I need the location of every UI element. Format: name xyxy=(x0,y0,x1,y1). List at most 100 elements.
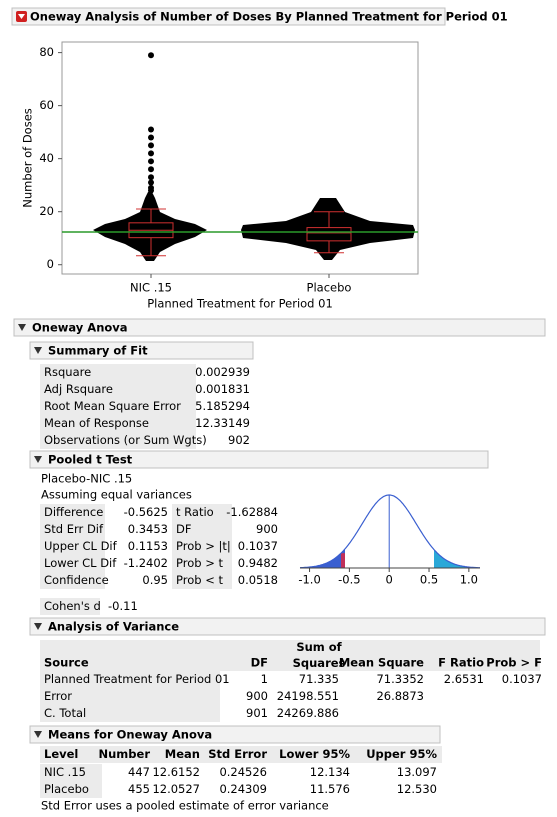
disclosure-icon[interactable] xyxy=(34,456,42,463)
disclosure-icon[interactable] xyxy=(18,324,26,331)
label-cell xyxy=(40,415,196,432)
label-cell xyxy=(40,572,105,589)
fit-value: 0.001831 xyxy=(195,382,250,396)
label-cell xyxy=(40,381,196,398)
outlier xyxy=(326,203,332,210)
section-header xyxy=(29,725,441,744)
y-tick-label: 60 xyxy=(39,98,54,112)
fit-label: Rsquare xyxy=(44,365,91,379)
left-tail xyxy=(300,548,345,568)
column-header: Mean Square xyxy=(339,656,424,670)
outlier xyxy=(148,150,154,157)
label-cell xyxy=(172,504,232,521)
t-label: Lower CL Dif xyxy=(44,556,117,570)
t-label: Std Err Dif xyxy=(44,522,104,536)
outlier xyxy=(148,198,154,205)
section-header xyxy=(29,617,546,636)
section-title: Pooled t Test xyxy=(48,453,133,467)
section-title: Analysis of Variance xyxy=(48,620,179,634)
y-tick-label: 80 xyxy=(39,45,54,59)
swarm-points xyxy=(93,192,207,261)
t-tick-label: 0.5 xyxy=(420,573,438,587)
section-title: Means for Oneway Anova xyxy=(48,728,212,742)
swarm-points xyxy=(241,198,415,260)
anova-value: 24269.886 xyxy=(277,706,339,720)
t-label: Upper CL Dif xyxy=(44,539,118,553)
disclosure-icon[interactable] xyxy=(34,623,42,630)
t-label: Confidence xyxy=(44,573,109,587)
outlier xyxy=(148,134,154,141)
x-tick-label: NIC .15 xyxy=(130,281,172,295)
label-cell xyxy=(40,688,220,705)
t-label: Prob < t xyxy=(176,573,223,587)
label-cell xyxy=(40,432,196,449)
column-header: DF xyxy=(251,656,268,670)
anova-value: 71.335 xyxy=(299,672,339,686)
fit-value: 12.33149 xyxy=(195,416,250,430)
column-header: F Ratio xyxy=(438,656,484,670)
label-cell xyxy=(40,781,102,798)
y-tick-label: 20 xyxy=(39,204,54,218)
t-label: Difference xyxy=(44,505,103,519)
column-header: Lower 95% xyxy=(279,747,350,761)
t-value: 0.9482 xyxy=(238,556,278,570)
fit-value: 5.185294 xyxy=(195,399,250,413)
t-value: -0.5625 xyxy=(124,505,168,519)
cohens-d-label: Cohen's d xyxy=(44,599,101,613)
menu-icon-arrow xyxy=(18,14,25,19)
t-label: t Ratio xyxy=(176,505,214,519)
fit-value: 0.002939 xyxy=(195,365,250,379)
label-cell xyxy=(172,555,232,572)
outlier xyxy=(148,166,154,173)
label-cell xyxy=(40,364,196,381)
right-tail xyxy=(434,549,480,568)
anova-value: 24198.551 xyxy=(277,689,339,703)
outlier xyxy=(148,52,154,59)
means-value: 0.24526 xyxy=(219,765,267,779)
fit-label: Root Mean Square Error xyxy=(44,399,181,413)
disclosure-icon[interactable] xyxy=(34,731,42,738)
anova-value: 901 xyxy=(246,706,268,720)
label-cell xyxy=(40,746,442,763)
column-header: Std Error xyxy=(208,747,267,761)
t-tick-label: 0 xyxy=(386,573,393,587)
y-axis-label: Number of Doses xyxy=(21,108,35,208)
outlier xyxy=(148,179,154,186)
means-value: 13.097 xyxy=(397,765,437,779)
fit-label: Mean of Response xyxy=(44,416,149,430)
label-cell xyxy=(40,705,220,722)
section-header xyxy=(13,318,546,337)
t-value: 0.1153 xyxy=(128,539,168,553)
means-value: 455 xyxy=(128,782,150,796)
section-header xyxy=(29,450,489,469)
column-header: Prob > F xyxy=(486,656,542,670)
means-value: 12.0527 xyxy=(152,782,200,796)
label-cell xyxy=(40,504,105,521)
label-cell xyxy=(40,640,540,671)
outlier xyxy=(148,174,154,181)
plot-frame xyxy=(61,41,419,275)
t-value: 0.0518 xyxy=(238,573,278,587)
label-cell xyxy=(172,572,232,589)
section-title: Summary of Fit xyxy=(48,344,148,358)
means-value: 12.530 xyxy=(397,782,437,796)
left-tail-edge xyxy=(341,553,345,568)
means-level: Placebo xyxy=(44,782,89,796)
t-tick-label: 1.0 xyxy=(460,573,478,587)
t-value: 0.3453 xyxy=(128,522,168,536)
means-value: 12.6152 xyxy=(152,765,200,779)
anova-value: 1 xyxy=(261,672,268,686)
means-value: 0.24309 xyxy=(219,782,267,796)
anova-value: 900 xyxy=(246,689,268,703)
disclosure-icon[interactable] xyxy=(34,347,42,354)
y-tick-label: 0 xyxy=(47,257,54,271)
outlier xyxy=(148,158,154,165)
label-cell xyxy=(40,555,105,572)
label-cell xyxy=(40,671,220,688)
outlier xyxy=(148,187,154,194)
label-cell xyxy=(40,398,196,415)
label-cell xyxy=(172,538,232,555)
t-tick-label: -0.5 xyxy=(338,573,360,587)
assumption: Assuming equal variances xyxy=(41,488,192,502)
